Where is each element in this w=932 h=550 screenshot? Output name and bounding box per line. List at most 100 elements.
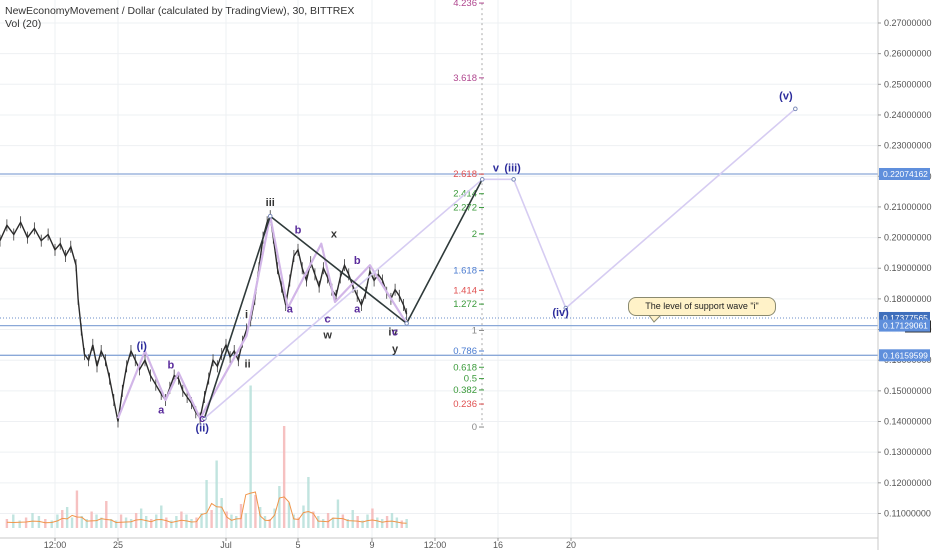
y-tick-label: 0.11000000: [884, 508, 931, 518]
y-tick-label: 0.21000000: [884, 202, 932, 212]
volume-bar: [44, 519, 47, 528]
wave-label: v: [493, 163, 500, 175]
volume-bar: [278, 486, 281, 528]
wave-point: [267, 213, 273, 219]
x-tick-label: Jul: [220, 540, 232, 550]
volume-bars: [5, 385, 408, 528]
volume-bar: [390, 513, 394, 528]
price-tag-current: 0.17377565: [883, 313, 928, 323]
volume-bar: [61, 510, 64, 528]
volume-bar: [24, 517, 28, 528]
fib-label: 1.618: [453, 266, 477, 277]
fib-levels: 4.2363.6182.6182.4142.27221.6181.4141.27…: [453, 0, 484, 433]
volume-bar: [336, 499, 340, 528]
chart-title: NewEconomyMovement / Dollar (calculated …: [5, 5, 355, 17]
volume-bar: [95, 514, 98, 528]
wave-label: a: [158, 405, 165, 417]
wave-label: w: [322, 330, 332, 342]
volume-bar: [376, 517, 379, 528]
volume-bar: [160, 505, 163, 528]
volume-bar: [70, 517, 74, 528]
volume-bar: [268, 519, 271, 528]
wave-label: a: [354, 304, 361, 316]
wave-label: iv: [388, 327, 398, 339]
wave-point: [202, 416, 207, 421]
fib-label: 1: [472, 325, 477, 336]
price-tag-support-2: 0.16159599: [883, 350, 928, 360]
volume-bar: [287, 502, 291, 528]
volume-bar: [341, 514, 345, 528]
wave-label: x: [331, 229, 338, 241]
wave-point: [479, 177, 485, 182]
volume-ma-line: [6, 491, 407, 524]
wave-label: (v): [779, 91, 793, 103]
wave-label: a: [287, 304, 294, 316]
volume-bar: [297, 517, 300, 528]
x-tick-label: 5: [295, 540, 300, 550]
support-callout[interactable]: The level of support wave "i": [628, 297, 776, 316]
x-axis-ticks: 12:00 25 Jul 5 9 12:00 16 20: [44, 538, 576, 550]
x-tick-label: 20: [566, 540, 576, 550]
volume-bar: [235, 516, 238, 528]
volume-bar: [317, 516, 320, 528]
y-tick-label: 0.24000000: [884, 110, 932, 120]
y-tick-label: 0.23000000: [884, 141, 932, 151]
volume-label: Vol (20): [5, 18, 42, 30]
wave-label: b: [354, 255, 361, 267]
volume-bar: [321, 519, 325, 528]
price-tag-resistance: 0.22074162: [883, 169, 928, 179]
volume-bar: [366, 514, 369, 528]
wave-label: i: [245, 309, 248, 321]
volume-bar: [385, 516, 389, 528]
y-axis-area: [879, 0, 932, 550]
volume-bar: [302, 505, 305, 528]
y-tick-label: 0.12000000: [884, 478, 932, 488]
volume-bar: [114, 520, 118, 528]
wave-path-minor: [116, 215, 408, 420]
volume-bar: [273, 508, 276, 528]
volume-bar: [195, 517, 198, 528]
volume-bar: [230, 514, 233, 528]
wave-label: (i): [137, 340, 148, 352]
wave-point: [404, 321, 409, 326]
volume-bar: [65, 507, 69, 528]
volume-bar: [119, 514, 123, 528]
volume-bar: [85, 519, 88, 528]
wave-label: c: [392, 327, 398, 339]
fib-label: 0: [472, 422, 477, 433]
volume-bar: [124, 517, 128, 528]
volume-bar: [312, 511, 315, 528]
volume-bar: [395, 517, 399, 528]
wave-label: b: [168, 359, 175, 371]
price-tags: 0.220741620.173775650.17008:480.17129061…: [879, 167, 931, 362]
volume-bar: [105, 501, 108, 528]
wave-point: [563, 305, 569, 311]
fib-label: 0.382: [453, 385, 477, 396]
wave-point: [793, 106, 798, 112]
callout-pointer: [647, 313, 663, 323]
volume-bar: [129, 519, 133, 528]
y-tick-label: 0.19000000: [884, 263, 932, 273]
volume-bar: [292, 514, 295, 528]
price-line: [0, 213, 408, 422]
fib-label: 1.414: [453, 285, 477, 296]
x-tick-label: 12:00: [424, 540, 447, 550]
y-tick-label: 0.25000000: [884, 79, 932, 89]
wave-label: ii: [245, 359, 251, 371]
volume-bar: [109, 519, 113, 528]
volume-bar: [180, 511, 183, 528]
y-tick-label: 0.13000000: [884, 447, 932, 457]
volume-bar: [380, 519, 384, 528]
volume-bar: [12, 514, 15, 528]
volume-bar: [361, 520, 364, 528]
volume-bar: [215, 460, 218, 528]
price-tag-support-1-bg: [879, 319, 930, 332]
fib-label: 2.272: [453, 203, 477, 214]
wave-label: (ii): [196, 423, 210, 435]
wave-label: iii: [266, 197, 275, 209]
y-tick-label: 0.20000000: [884, 233, 932, 243]
volume-bar: [351, 510, 354, 528]
fib-label: 1.272: [453, 299, 477, 310]
